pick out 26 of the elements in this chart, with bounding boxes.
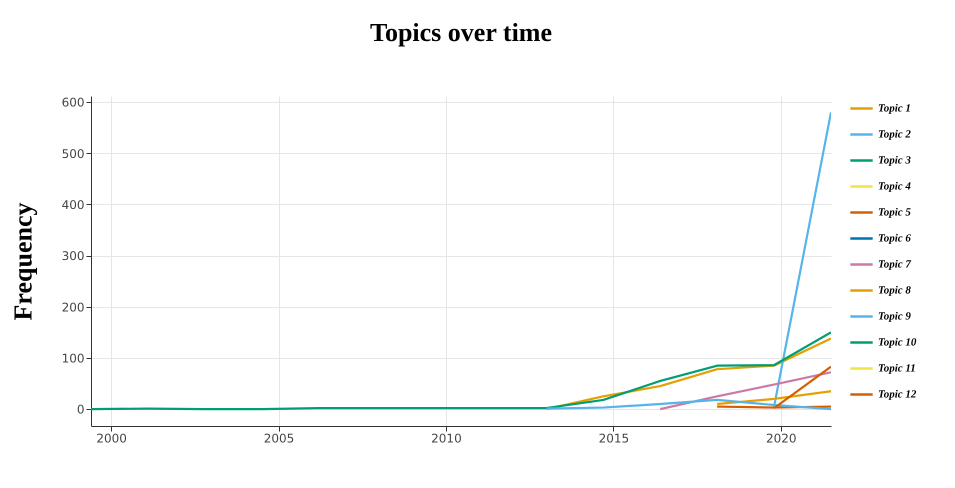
y-tick-label: 500 [62,146,84,161]
legend-label: Topic 4 [878,180,912,192]
legend-label: Topic 8 [878,284,912,296]
y-tick-label: 0 [76,402,84,417]
legend-label: Topic 5 [878,206,912,218]
y-tick-label: 200 [62,300,84,314]
legend-label: Topic 11 [878,362,916,374]
y-tick-label: 100 [62,351,84,366]
legend-label: Topic 1 [878,102,911,114]
y-axis-title: Frequency [8,202,38,320]
y-tick-label: 600 [62,96,84,110]
y-tick-label: 300 [62,249,84,264]
y-tick-label: 400 [62,198,84,212]
legend-label: Topic 2 [878,128,912,140]
legend-label: Topic 6 [878,232,912,244]
x-tick-label: 2015 [598,432,630,446]
x-tick-label: 2010 [431,432,462,446]
x-tick-label: 2005 [264,432,294,446]
x-tick-label: 2000 [96,432,127,446]
legend-label: Topic 9 [878,310,912,322]
legend-label: Topic 12 [878,388,917,400]
chart-title: Topics over time [370,18,552,47]
legend-label: Topic 7 [878,258,912,270]
legend-label: Topic 10 [878,336,917,348]
x-tick-label: 2020 [766,432,797,446]
legend-label: Topic 3 [878,154,912,166]
